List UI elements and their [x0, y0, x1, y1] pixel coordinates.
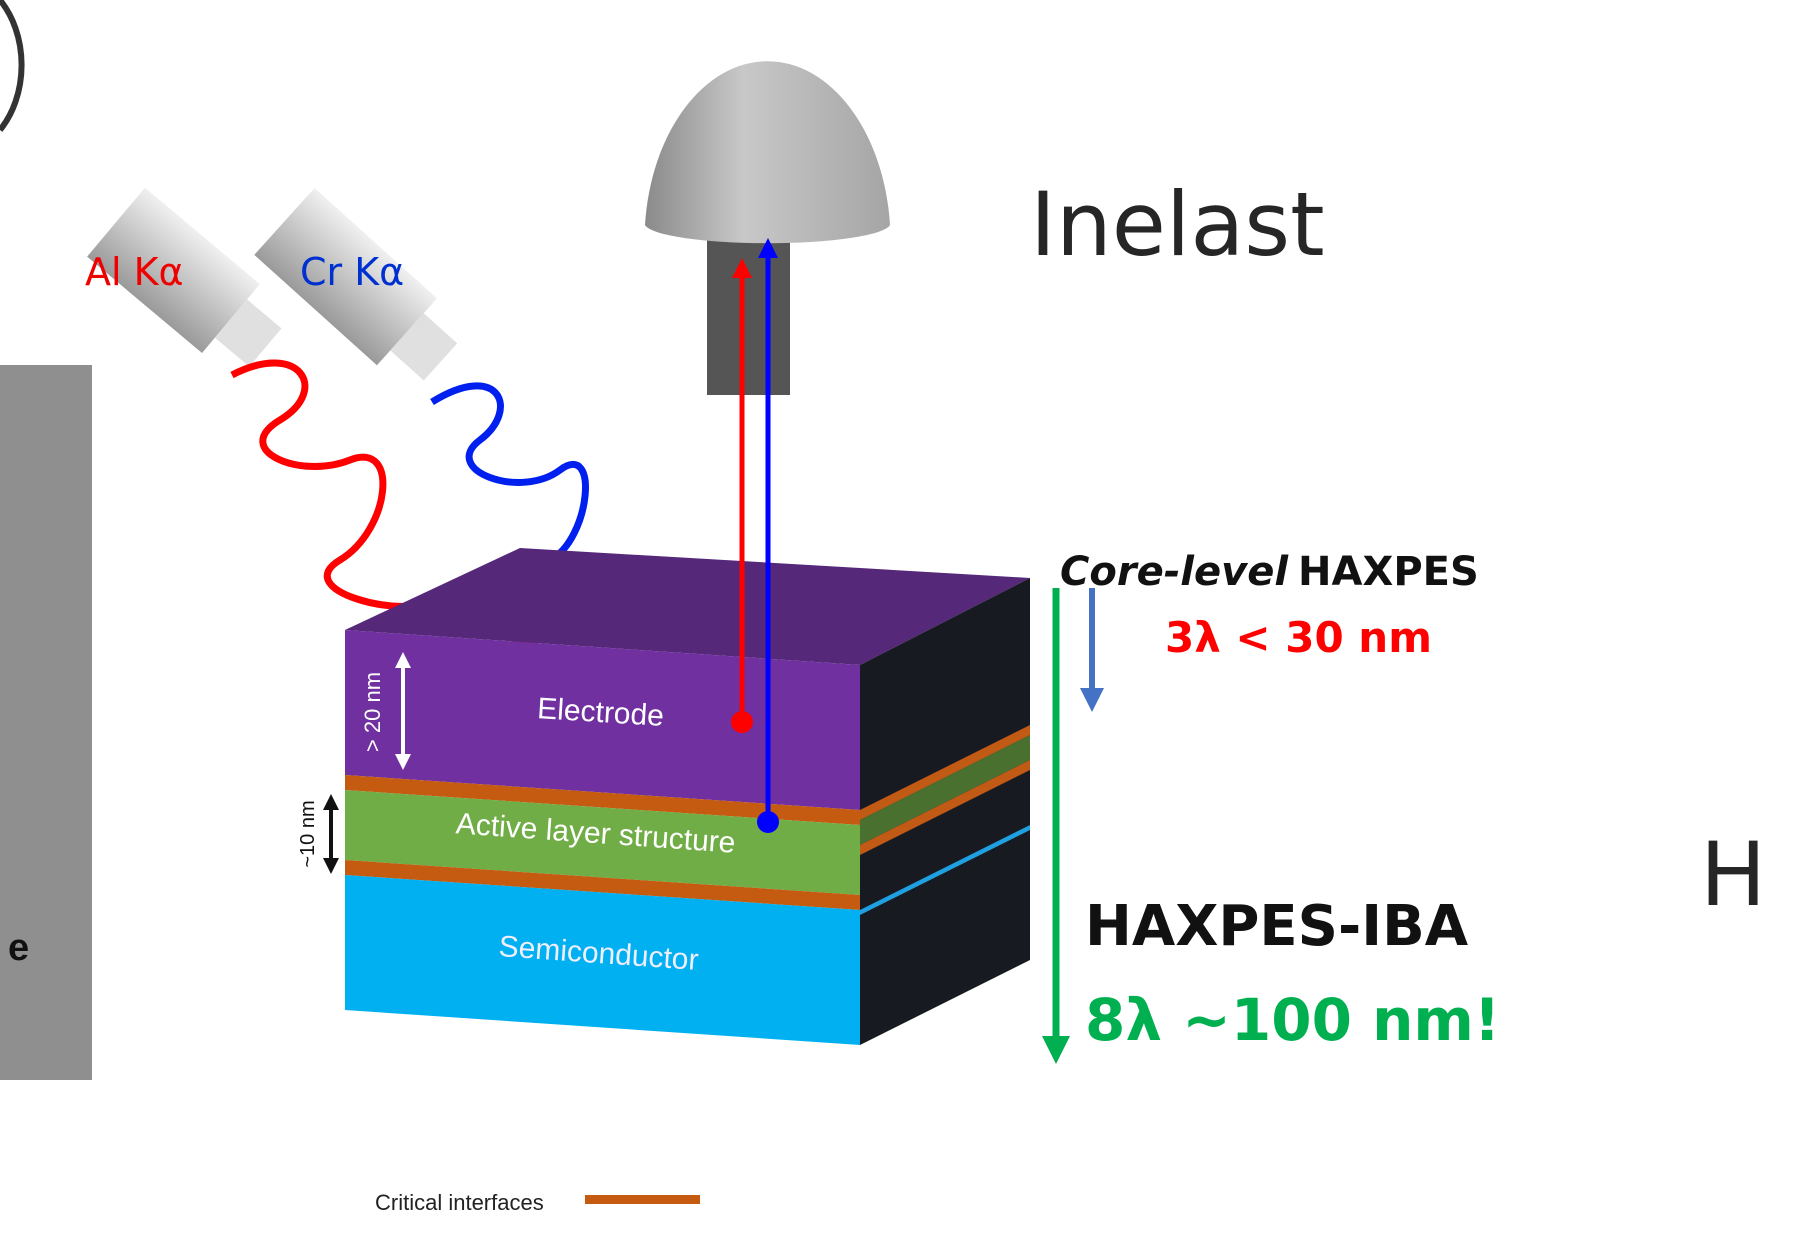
cr-gun [254, 187, 458, 381]
al-gun [87, 187, 282, 367]
sem-image [0, 365, 92, 1080]
side-interface [860, 760, 1030, 855]
emission-point [757, 811, 779, 833]
iba-label: HAXPES-IBA [1085, 894, 1469, 959]
dim-label: > 20 nm [360, 672, 385, 752]
panel-label: e [8, 927, 29, 969]
mode: Core-level [1060, 549, 1289, 595]
side-edge [860, 825, 1030, 915]
electrode-face [345, 630, 860, 810]
side-interface [860, 725, 1030, 820]
interface [345, 775, 860, 825]
method: HAXPES [1298, 549, 1479, 595]
source-label: Cr Kα [300, 250, 404, 294]
partial-circle [0, 0, 25, 132]
top-face [345, 548, 1030, 665]
side-active [860, 735, 1030, 845]
core-depth-label: 3λ < 30 nm [1165, 613, 1432, 662]
layer-label: Electrode [536, 692, 665, 733]
dim-label: ~10 nm [297, 800, 319, 867]
interface [345, 860, 860, 910]
semiconductor-face [345, 875, 860, 1045]
heading: Inelast [1030, 173, 1325, 276]
analyzer-tube [707, 220, 790, 395]
legend-swatch [585, 1195, 700, 1204]
emission-point [731, 711, 753, 733]
source-label: Al Kα [85, 250, 184, 294]
core-level-label: Core-level HAXPES [1060, 549, 1479, 595]
analyzer-dome [645, 61, 890, 244]
legend-label: Critical interfaces [375, 1190, 544, 1215]
heading-right: H [1700, 823, 1766, 926]
iba-depth-label: 8λ ~100 nm! [1085, 986, 1500, 1054]
